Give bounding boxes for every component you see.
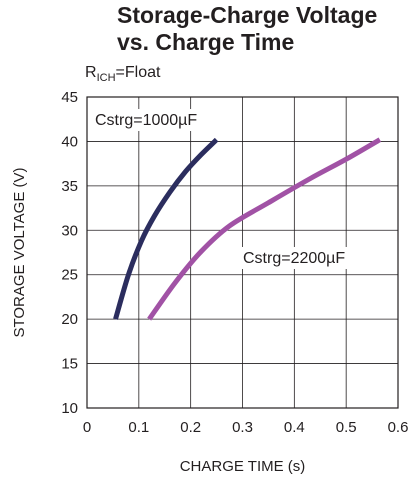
x-tick-label: 0.4 (284, 419, 305, 436)
x-axis-label: CHARGE TIME (s) (180, 458, 306, 475)
x-tick-label: 0.3 (232, 419, 253, 436)
subtitle-suffix: =Float (115, 64, 161, 81)
plot-frame (86, 96, 399, 409)
subtitle-prefix: R (85, 64, 97, 81)
series-label-bg (92, 109, 220, 131)
chart-subtitle: RICH=Float (85, 64, 160, 84)
y-tick-label: 40 (61, 133, 78, 150)
chart-title-line-1: Storage-Charge Voltage (117, 2, 378, 28)
y-tick-label: 10 (61, 400, 78, 417)
chart-title: Storage-Charge Voltage vs. Charge Time (117, 2, 377, 56)
subtitle-subscript: ICH (96, 72, 116, 85)
series-label-bg (240, 247, 370, 269)
series-line-2 (147, 137, 382, 321)
series-lines (113, 137, 382, 321)
x-tick-label: 0.5 (336, 419, 357, 436)
y-tick-label: 20 (61, 311, 78, 328)
y-tick-labels: 10 15 20 25 30 35 40 45 (61, 89, 78, 417)
y-tick-label: 25 (61, 267, 78, 284)
x-tick-label: 0.2 (180, 419, 201, 436)
y-axis-label: STORAGE VOLTAGE (V) (11, 167, 28, 337)
y-tick-label: 35 (61, 178, 78, 195)
series-label-2: Cstrg=2200µF (243, 250, 345, 267)
y-tick-label: 45 (61, 89, 78, 106)
x-tick-label: 0 (83, 419, 91, 436)
series-label-1: Cstrg=1000µF (95, 112, 197, 129)
x-tick-labels: 0 0.1 0.2 0.3 0.4 0.5 0.6 (83, 419, 409, 436)
y-tick-label: 15 (61, 356, 78, 373)
series-labels: Cstrg=1000µF Cstrg=2200µF (92, 109, 370, 269)
x-tick-label: 0.6 (388, 419, 409, 436)
x-tick-label: 0.1 (128, 419, 149, 436)
series-line-1 (113, 137, 219, 320)
chart-title-line-2: vs. Charge Time (117, 29, 295, 55)
y-tick-label: 30 (61, 222, 78, 239)
